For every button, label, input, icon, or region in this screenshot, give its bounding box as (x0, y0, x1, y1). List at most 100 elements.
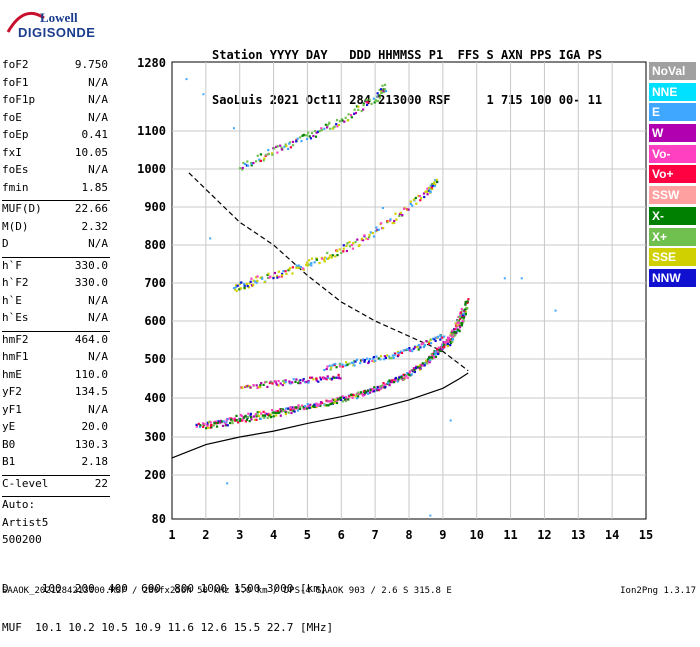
trace-point (456, 321, 459, 324)
trace-point (431, 354, 434, 357)
trace-point (284, 270, 287, 273)
trace-point (295, 140, 298, 143)
trace-point (335, 376, 338, 379)
trace-point (428, 188, 431, 191)
trace-point (337, 376, 340, 379)
trace-point (288, 142, 291, 145)
trace-point (399, 211, 402, 214)
trace-point (323, 127, 326, 130)
trace-point (321, 257, 324, 260)
trace-point (306, 134, 309, 137)
trace-point (386, 354, 389, 357)
trace-point (426, 187, 429, 190)
trace-point (206, 421, 209, 424)
trace-point (297, 264, 301, 267)
trace-point (406, 372, 409, 375)
trace-point (388, 355, 391, 358)
param-row: yF2 134.5 (2, 385, 110, 403)
trace-point (252, 415, 256, 418)
trace-point (459, 312, 462, 315)
trace-point (292, 409, 295, 412)
trace-point (335, 366, 338, 369)
trace-point (430, 342, 433, 345)
trace-point (381, 91, 384, 94)
trace-point (247, 412, 250, 415)
separator (2, 474, 110, 476)
trace-point (434, 336, 437, 339)
trace-point (462, 316, 465, 319)
auto-line: Auto: (2, 498, 36, 511)
trace-point (283, 409, 286, 412)
trace-point (380, 89, 383, 92)
trace-point (287, 407, 290, 410)
trace-point (353, 112, 356, 115)
trace-point (455, 327, 458, 330)
trace-point (244, 162, 247, 166)
trace-point (409, 202, 412, 205)
trace-point (242, 418, 245, 421)
trace-point (464, 313, 467, 316)
trace-point (241, 386, 244, 389)
trace-point (372, 97, 375, 100)
trace-point (398, 376, 401, 379)
trace-point (288, 380, 291, 383)
trace-point (223, 421, 227, 424)
trace-point (391, 354, 394, 357)
trace-point (294, 380, 297, 383)
trace-point (415, 366, 418, 370)
trace-point (271, 409, 274, 412)
trace-point (407, 208, 410, 211)
trace-point (369, 388, 372, 391)
trace-point (254, 280, 257, 283)
trace-point (299, 405, 302, 409)
trace-point (210, 426, 213, 429)
trace-point (299, 136, 302, 139)
trace-point (246, 285, 249, 288)
parameter-panel: foF2 9.750 foF1 N/A foF1p N/A foE N/A foEp 0.41 fx… (2, 58, 110, 551)
trace-point (245, 385, 248, 388)
trace-point (367, 361, 370, 365)
trace-point (331, 398, 334, 401)
status-line: SAAOK_2021284213000.RSF / 280fx256h 50 k… (2, 586, 452, 596)
y-tick-label: 200 (144, 468, 166, 482)
trace-point (361, 393, 364, 396)
traces (171, 78, 557, 517)
trace-point (463, 309, 466, 313)
trace-point (287, 411, 290, 414)
param-row: fxI 10.05 (2, 146, 110, 164)
trace-point (262, 416, 265, 419)
param-value: 110.0 (74, 367, 108, 381)
trace-point (284, 143, 287, 146)
param-value: N/A (88, 237, 108, 250)
trace-point (252, 283, 255, 286)
trace-point (207, 426, 210, 429)
trace-point (259, 386, 262, 389)
trace-point (351, 396, 354, 399)
trace-point (345, 244, 348, 248)
trace-point (421, 362, 424, 365)
trace-point (459, 317, 462, 320)
trace-point (388, 219, 392, 222)
trace-point (334, 255, 337, 258)
trace-point (357, 108, 360, 111)
trace-4 (233, 178, 439, 292)
trace-point (431, 184, 434, 187)
param-row: foF1 N/A (2, 76, 110, 94)
trace-point (384, 383, 387, 386)
trace-point (250, 277, 253, 280)
trace-point (439, 349, 442, 353)
trace-point (302, 267, 305, 270)
trace-point (433, 181, 436, 184)
param-row: fmin 1.85 (2, 181, 110, 199)
trace-point (334, 400, 337, 403)
trace-point (466, 307, 469, 310)
trace-point (326, 376, 329, 379)
trace-point (297, 380, 301, 383)
trace-point (335, 401, 339, 405)
trace-point (319, 378, 323, 381)
trace-point (426, 193, 429, 196)
trace-point (277, 270, 280, 273)
trace-point (267, 413, 270, 416)
param-name: hmF2 (2, 332, 29, 346)
trace-point (335, 123, 338, 126)
